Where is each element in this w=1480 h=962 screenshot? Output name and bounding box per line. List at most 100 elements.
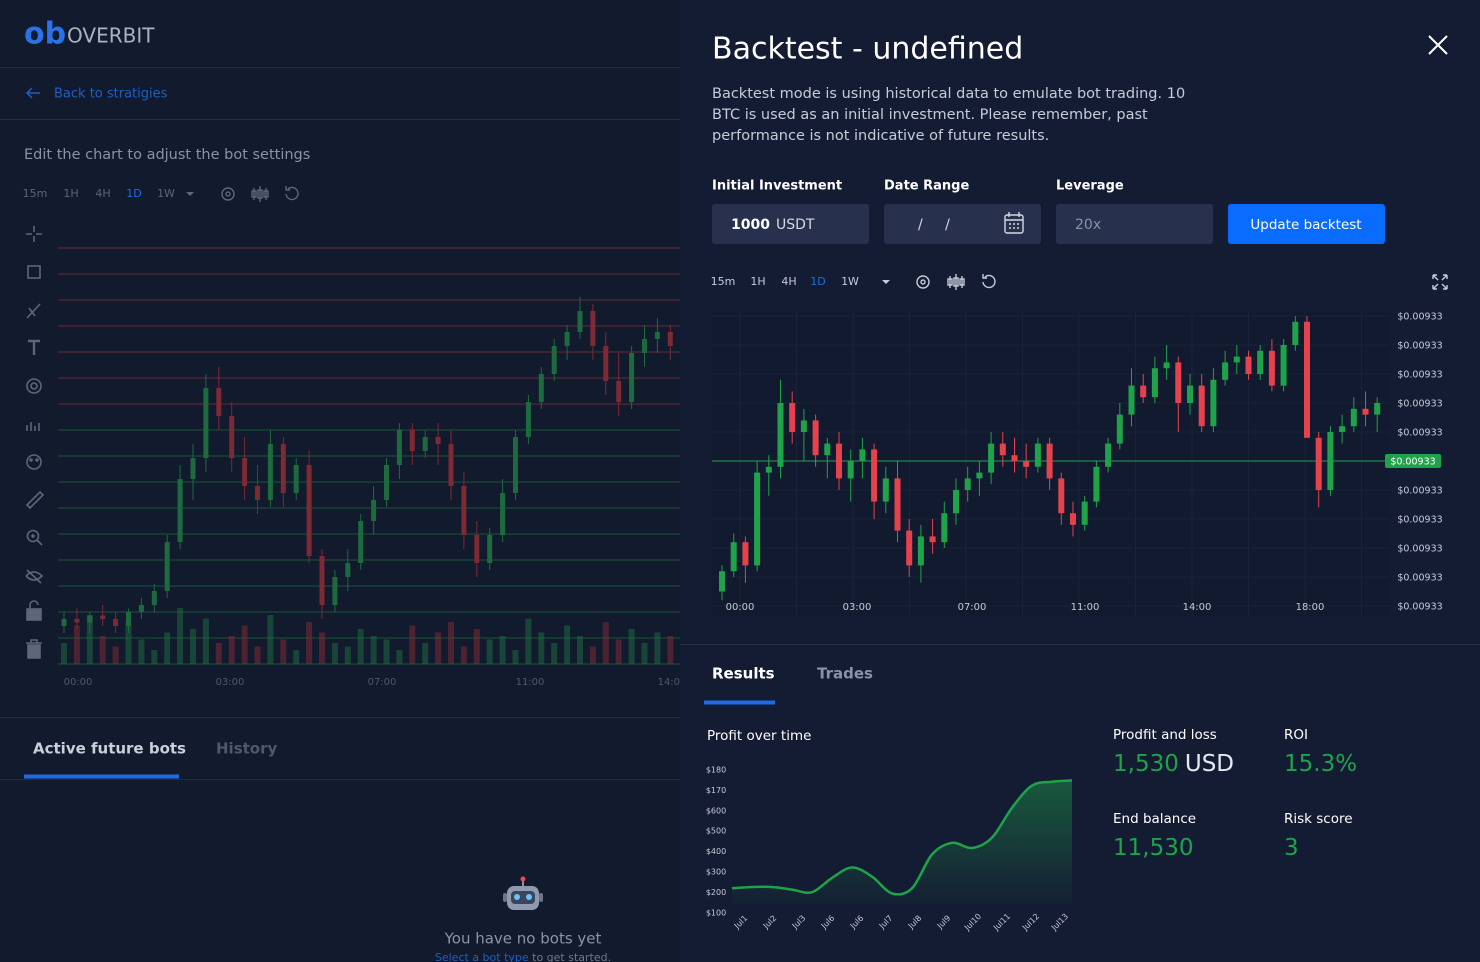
candle-body: [1362, 408, 1369, 415]
timeframe[interactable]: 1H: [750, 275, 765, 288]
x-tick-label: 03:00: [843, 602, 872, 613]
candle-body: [1140, 385, 1147, 398]
volume-bar: [267, 615, 274, 664]
candle-body: [847, 461, 854, 479]
volume-bar: [202, 618, 209, 664]
stat-label: End balance: [1113, 811, 1196, 827]
dividers: [0, 67, 1480, 780]
empty-title: You have no bots yet: [444, 930, 602, 948]
tab[interactable]: History: [216, 740, 277, 758]
timeframe[interactable]: 1D: [810, 275, 825, 288]
timeframe[interactable]: 1W: [841, 275, 859, 288]
timeframe[interactable]: 15m: [711, 275, 736, 288]
close-button[interactable]: [1428, 35, 1448, 55]
x-tick-label: 14:00: [658, 677, 687, 688]
update-button[interactable]: [1228, 204, 1385, 244]
date-input[interactable]: [884, 204, 1041, 244]
volume-bar: [151, 650, 158, 664]
candle-body: [871, 449, 878, 502]
candle-body: [953, 490, 959, 514]
stat-value: 1,530 USD: [1113, 751, 1234, 777]
volume-bar: [512, 650, 519, 664]
candle-body: [1034, 443, 1041, 467]
volume-bar: [215, 643, 222, 664]
leverage-input[interactable]: [1056, 204, 1213, 244]
stat-value: 11,530: [1113, 835, 1193, 861]
calendar-icon[interactable]: [1004, 212, 1024, 234]
candle-body: [1163, 362, 1170, 369]
volume-bar: [589, 646, 596, 664]
inputs: [712, 204, 1385, 244]
candle-body: [113, 619, 119, 626]
price-badge-label: $0.00933: [1390, 457, 1435, 468]
candle-body: [332, 577, 338, 605]
empty-link[interactable]: Select a bot type: [435, 951, 529, 962]
candle-body: [917, 536, 924, 566]
candle-body: [345, 563, 351, 577]
candle-body: [988, 443, 995, 473]
volume-bar: [293, 650, 300, 664]
candle-body: [1233, 356, 1240, 363]
candle-body: [487, 535, 493, 563]
volume-bar: [125, 622, 132, 664]
candle-body: [894, 478, 901, 531]
volume-bar: [61, 643, 67, 664]
tab[interactable]: Active future bots: [33, 740, 186, 758]
timeframe[interactable]: 1W: [157, 187, 175, 200]
left-toolbar-icons[interactable]: [186, 186, 299, 202]
timeframe[interactable]: 4H: [781, 275, 796, 288]
stat-value: 3: [1284, 835, 1299, 861]
candle-body: [1339, 426, 1346, 432]
candle-body: [906, 530, 913, 566]
field-value: / /: [918, 217, 950, 233]
candle-body: [229, 416, 235, 458]
investment-input[interactable]: [712, 204, 869, 244]
candle-body: [435, 437, 441, 444]
candle-body: [87, 615, 93, 623]
y-tick-label: $200: [706, 888, 726, 897]
candle-body: [812, 420, 819, 456]
timeframe[interactable]: 4H: [95, 187, 110, 200]
tab[interactable]: Results: [712, 665, 775, 683]
button-label[interactable]: Update backtest: [1250, 217, 1361, 233]
right-toolbar-icons[interactable]: [882, 274, 1448, 290]
candle-body: [1187, 385, 1193, 403]
volume-bar: [73, 625, 80, 664]
candle-body: [1011, 455, 1018, 461]
left-chart: 00:00 03:00 07:00 11:00 14:00: [58, 247, 687, 688]
amount: 1000: [731, 217, 770, 233]
x-tick-label: 00:00: [726, 602, 755, 613]
timeframe[interactable]: 1H: [63, 187, 78, 200]
x-tick-label: 07:00: [958, 602, 987, 613]
back-arrow[interactable]: [25, 87, 40, 99]
candle-body: [61, 619, 67, 626]
volume-bar: [525, 618, 532, 664]
y-tick-label: $180: [706, 766, 726, 775]
volume-bar: [602, 622, 609, 664]
logo-text: OVERBIT: [67, 24, 155, 48]
volume-bar: [370, 636, 377, 664]
stat-unit: USD: [1185, 751, 1234, 777]
timeframe[interactable]: 15m: [23, 187, 48, 200]
profit-area: [732, 780, 1072, 905]
candle-body: [654, 332, 660, 339]
candle-body: [765, 466, 772, 473]
back-link[interactable]: Back to stratigies: [54, 87, 168, 102]
candle-body: [358, 521, 364, 563]
volume-bar: [499, 636, 506, 664]
tab[interactable]: Trades: [817, 665, 873, 683]
timeframe[interactable]: 1D: [126, 187, 141, 200]
volume-bar: [164, 632, 171, 664]
candle-body: [754, 472, 761, 566]
candle-body: [177, 479, 183, 542]
candle-body: [859, 449, 866, 461]
volume-bar: [306, 622, 313, 664]
field-value: 1000 USDT: [731, 217, 815, 233]
y-tick-label: $170: [706, 786, 726, 795]
profit-line: [731, 779, 1073, 896]
field-label: Initial Investment: [712, 179, 842, 194]
candle-body: [642, 339, 647, 353]
volume-bar: [254, 646, 261, 664]
drawing-tools[interactable]: [25, 226, 45, 659]
